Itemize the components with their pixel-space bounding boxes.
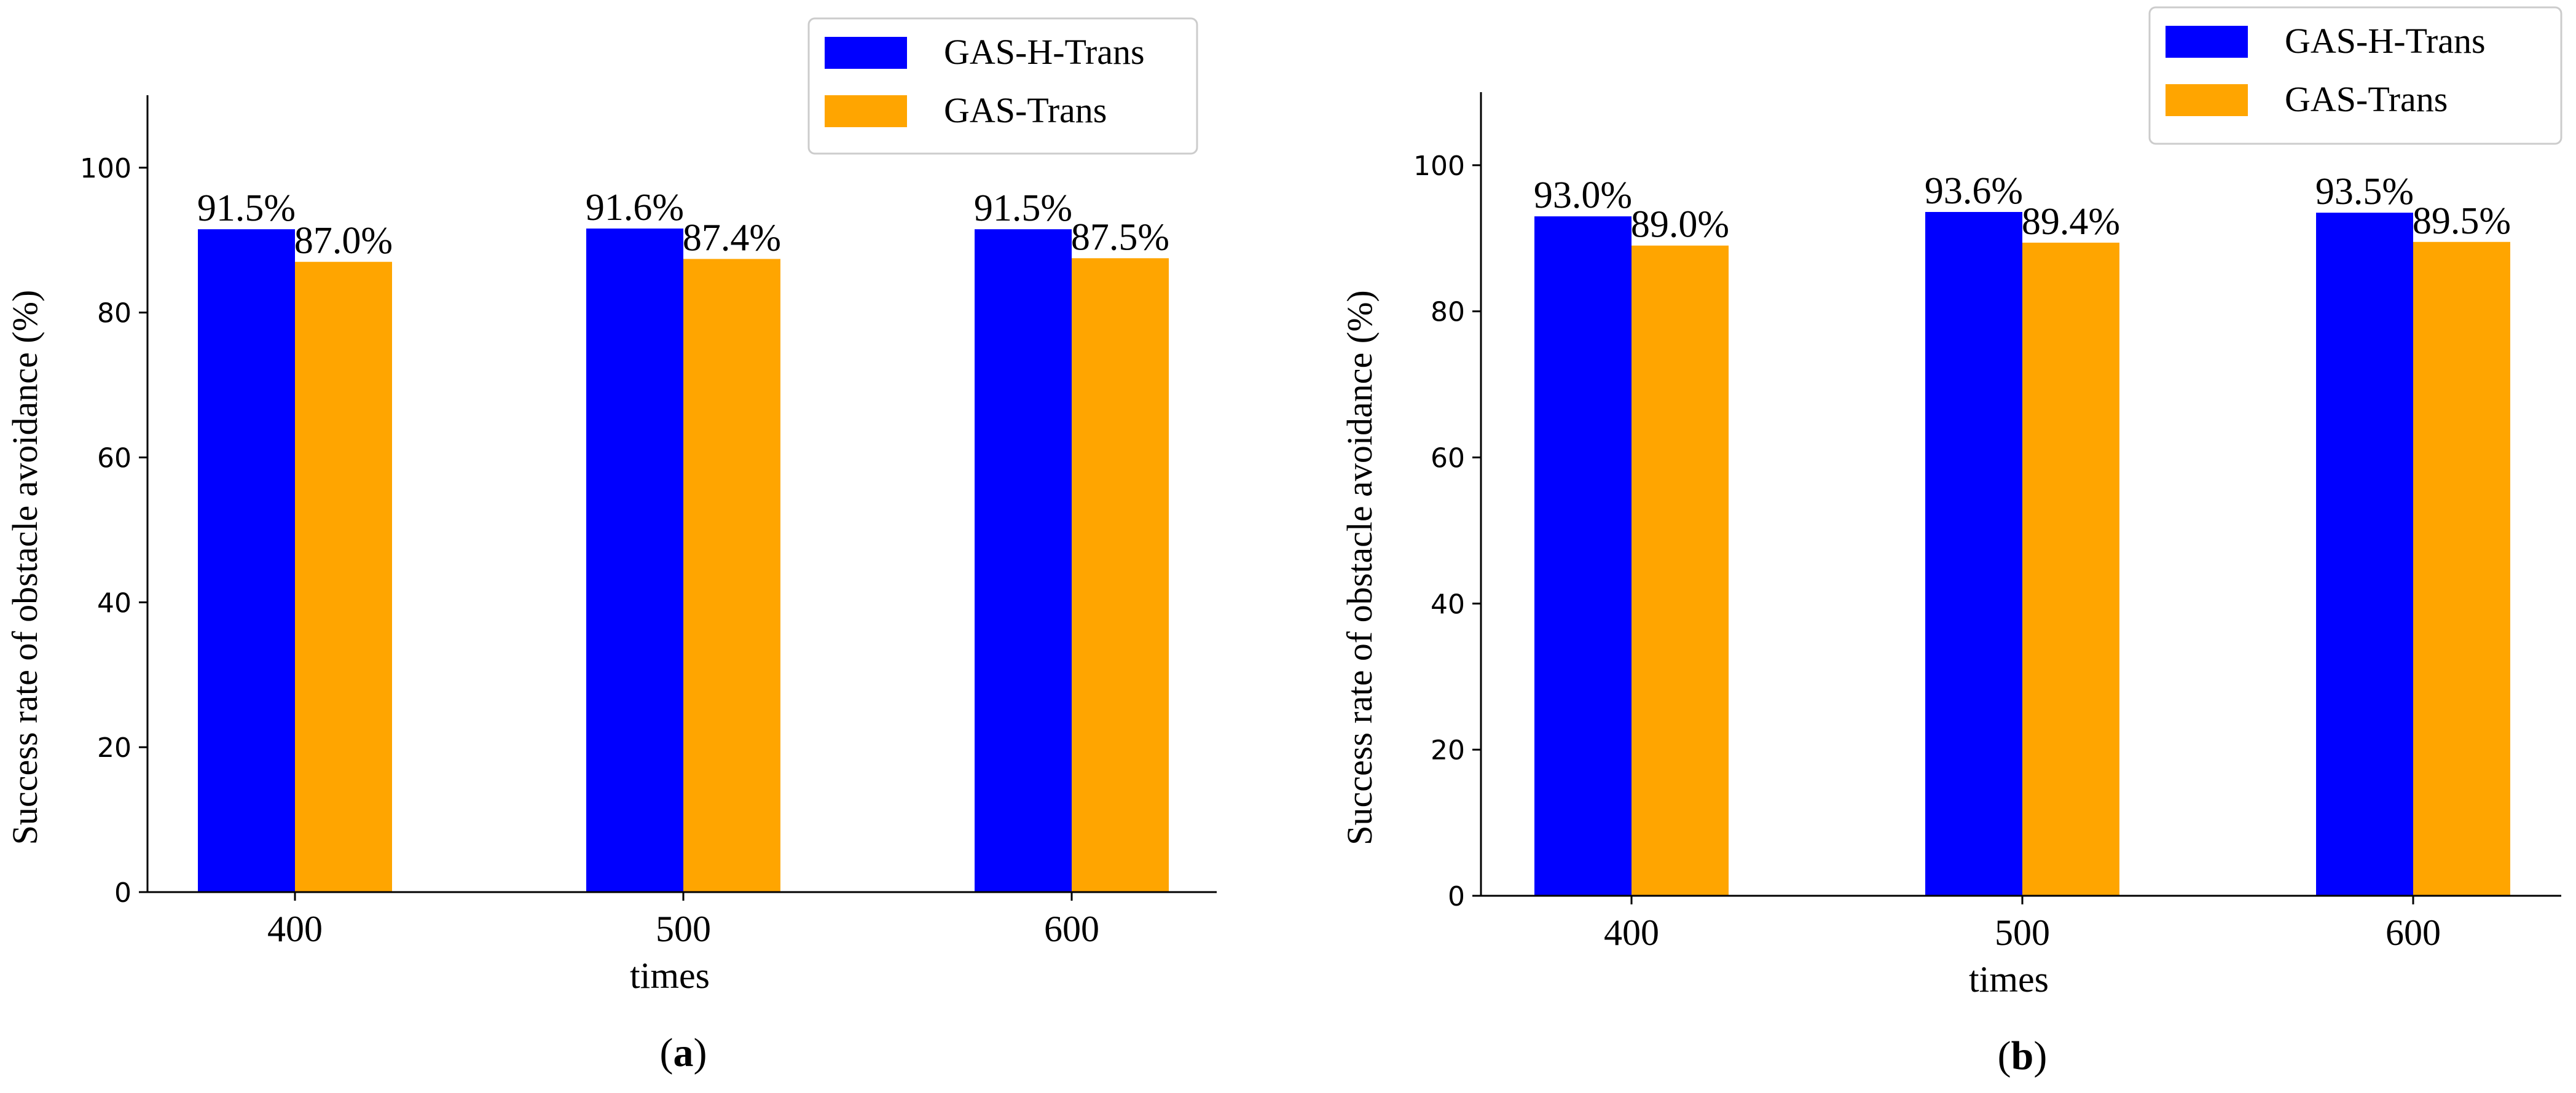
panel-b-legend-label-gas-h-trans: GAS-H-Trans [2285,21,2486,61]
panel-b-data-label-gas-h-trans-600: 93.5% [2315,171,2414,213]
panel-b-bar-gas-trans-400 [1632,245,1729,896]
panel-a-y-tick-label-0: 0 [114,877,132,909]
panel-b-data-label-gas-h-trans-500: 93.6% [1925,170,2023,212]
panel-a-panel-label: (a) [660,1030,707,1075]
panel-a-data-label-gas-h-trans-600: 91.5% [974,187,1072,229]
panel-b-legend-swatch-gas-trans [2166,84,2248,116]
panel-b-x-axis-label: times [1969,959,2049,1000]
panel-b-data-label-gas-trans-400: 89.0% [1631,204,1729,246]
panel-b-x-tick-label-600: 600 [2386,912,2441,953]
panel-a-x-tick-label-600: 600 [1044,909,1099,949]
panel-b-legend-box [2148,6,2562,145]
panel-b-y-tick-label-60: 60 [1431,443,1465,474]
panel-a-data-label-gas-h-trans-400: 91.5% [197,187,296,229]
panel-a-bar-gas-h-trans-500 [586,228,683,892]
panel-a-data-label-gas-trans-500: 87.4% [683,217,781,259]
panel-b-legend-swatch-gas-h-trans [2166,26,2248,58]
panel-a-x-axis-label: times [630,955,710,996]
panel-b-y-axis-label: Success rate of obstacle avoidance (%) [1340,290,1380,845]
panel-b-y-tick-label-20: 20 [1431,735,1465,766]
panel-a-y-tick-label-20: 20 [97,732,132,764]
panel-b-data-label-gas-h-trans-400: 93.0% [1534,174,1632,216]
panel-a-x-tick-label-500: 500 [656,909,711,949]
panel-a-legend-swatch-gas-trans [825,95,907,127]
panel-b-bar-gas-h-trans-400 [1534,216,1632,896]
panel-b-y-tick-label-0: 0 [1448,881,1465,912]
panel-a-y-tick-label-80: 80 [97,298,132,329]
panel-b-data-label-gas-trans-600: 89.5% [2413,200,2511,242]
panel-a-data-label-gas-trans-400: 87.0% [294,220,393,262]
panel-b-y-tick-label-100: 100 [1413,151,1465,182]
panel-b-panel-label: (b) [1998,1033,2048,1078]
panel-a-data-label-gas-trans-600: 87.5% [1071,216,1169,258]
panel-b-x-tick-label-500: 500 [1995,912,2050,953]
panel-a-y-tick-label-100: 100 [80,153,132,184]
panel-a-legend-label-gas-trans: GAS-Trans [944,90,1107,130]
panel-b-bar-gas-trans-500 [2022,242,2119,896]
panel-a-y-axis-label: Success rate of obstacle avoidance (%) [5,290,45,845]
panel-a-y-tick-label-40: 40 [97,587,132,619]
panel-a-legend-label-gas-h-trans: GAS-H-Trans [944,32,1145,72]
panel-a-bar-gas-h-trans-400 [198,229,295,892]
panel-a-data-label-gas-h-trans-500: 91.6% [586,187,684,229]
panel-a-bar-gas-h-trans-600 [975,229,1072,892]
panel-b-y-tick-label-80: 80 [1431,297,1465,328]
panel-a-bar-gas-trans-600 [1072,258,1169,893]
panel-b-bar-gas-trans-600 [2413,241,2510,896]
panel-b-legend-label-gas-trans: GAS-Trans [2285,79,2448,119]
panel-b-data-label-gas-trans-500: 89.4% [2022,201,2120,243]
panel-a-bar-gas-trans-400 [295,262,392,892]
panel-b-bar-gas-h-trans-600 [2316,213,2413,896]
panel-a-x-tick-label-400: 400 [267,909,323,949]
panel-a-bar-gas-trans-500 [683,259,780,892]
panel-b-y-tick-label-40: 40 [1431,589,1465,620]
panel-a-legend-swatch-gas-h-trans [825,37,907,69]
panel-b-x-tick-label-400: 400 [1604,912,1659,953]
panel-a-y-tick-label-60: 60 [97,443,132,474]
panel-b-bar-gas-h-trans-500 [1925,212,2022,896]
